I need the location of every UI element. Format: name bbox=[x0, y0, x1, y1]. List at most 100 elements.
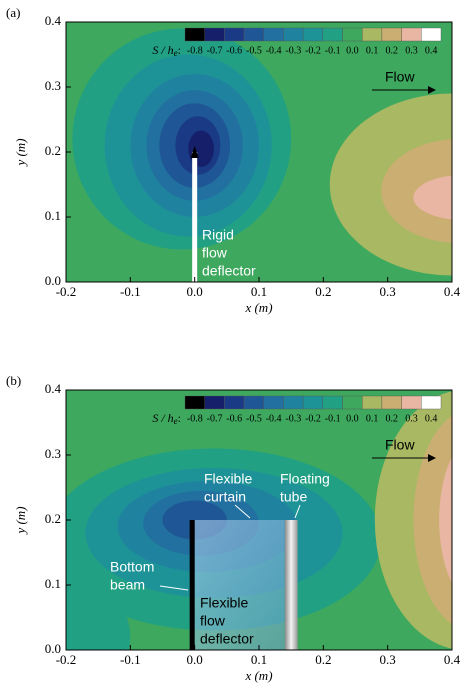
y-tick-label: 0.0 bbox=[45, 273, 61, 288]
colorbar-swatch bbox=[204, 395, 225, 410]
colorbar-label: 0.4 bbox=[425, 413, 438, 424]
y-axis-title: y (m) bbox=[13, 138, 28, 167]
leader bbox=[234, 504, 251, 519]
colorbar-label: 0.0 bbox=[346, 45, 359, 56]
colorbar-swatch bbox=[322, 395, 343, 410]
colorbar-label: -0.1 bbox=[325, 413, 341, 424]
x-tick-label: 0.1 bbox=[251, 652, 267, 667]
y-tick-label: 0.3 bbox=[45, 446, 61, 461]
x-tick-label: 0.3 bbox=[380, 652, 396, 667]
x-tick-label: 0.0 bbox=[187, 652, 203, 667]
x-tick-label: -0.2 bbox=[56, 652, 77, 667]
colorbar-label: -0.3 bbox=[285, 45, 301, 56]
annotation: Floating bbox=[280, 471, 330, 487]
colorbar-label: -0.5 bbox=[246, 45, 262, 56]
colorbar-label: -0.6 bbox=[226, 45, 242, 56]
colorbar-label: -0.6 bbox=[226, 413, 242, 424]
annotation: tube bbox=[280, 489, 307, 505]
colorbar-swatch bbox=[184, 395, 205, 410]
colorbar-swatch bbox=[283, 395, 304, 410]
x-tick-label: 0.3 bbox=[380, 284, 396, 299]
rigid-deflector bbox=[192, 152, 198, 282]
colorbar-title-suffix: : bbox=[178, 411, 181, 425]
colorbar-label: 0.4 bbox=[425, 45, 438, 56]
y-tick-label: 0.0 bbox=[45, 641, 61, 656]
colorbar-swatch bbox=[302, 395, 324, 410]
flexible-curtain bbox=[194, 520, 285, 650]
colorbar-label: -0.4 bbox=[266, 45, 282, 56]
colorbar-label: 0.1 bbox=[366, 413, 379, 424]
floating-tube bbox=[284, 520, 298, 650]
colorbar-swatch bbox=[302, 27, 324, 42]
colorbar-label: -0.1 bbox=[325, 45, 341, 56]
y-tick-label: 0.2 bbox=[45, 143, 61, 158]
contour-band bbox=[188, 130, 214, 167]
y-tick-label: 0.1 bbox=[45, 208, 61, 223]
colorbar-swatch bbox=[381, 27, 402, 42]
colorbar-title-sub: e bbox=[174, 48, 178, 58]
colorbar-label: -0.3 bbox=[285, 413, 301, 424]
colorbar: -0.8 -0.7 -0.6 -0.5 -0.4 -0.3 -0.2 -0.1 0.0 0.1 0.… bbox=[152, 27, 442, 58]
colorbar-label: 0.3 bbox=[405, 413, 418, 424]
panel-label: (b) bbox=[6, 373, 21, 388]
x-tick-label: 0.4 bbox=[444, 284, 461, 299]
x-tick-label: 0.4 bbox=[444, 652, 461, 667]
colorbar-label: -0.2 bbox=[305, 45, 321, 56]
colorbar-swatch bbox=[243, 395, 264, 410]
colorbar-swatch bbox=[421, 395, 442, 410]
x-tick-label: -0.1 bbox=[120, 284, 141, 299]
annotation: curtain bbox=[204, 489, 246, 505]
deflector-tip bbox=[190, 146, 199, 158]
flow-arrowhead bbox=[428, 454, 436, 462]
colorbar-swatch bbox=[362, 395, 383, 410]
colorbar-title-main: S / h bbox=[152, 43, 173, 57]
y-tick-label: 0.4 bbox=[45, 381, 62, 396]
colorbar-label: 0.2 bbox=[386, 45, 399, 56]
colorbar-swatch bbox=[342, 27, 363, 42]
colorbar-label: -0.8 bbox=[187, 45, 203, 56]
colorbar-title-sub: e bbox=[174, 416, 178, 426]
x-axis-title: x (m) bbox=[244, 300, 272, 315]
annotation: Flexible bbox=[200, 595, 248, 611]
colorbar-label: 0.0 bbox=[346, 413, 359, 424]
contour-band bbox=[413, 175, 452, 220]
colorbar-swatch bbox=[362, 27, 383, 42]
x-tick-label: 0.2 bbox=[315, 652, 331, 667]
panel-label: (a) bbox=[6, 5, 20, 20]
x-tick-label: 0.2 bbox=[315, 284, 331, 299]
colorbar-swatch bbox=[184, 27, 205, 42]
annotation: beam bbox=[110, 577, 145, 593]
leader bbox=[294, 504, 301, 519]
colorbar-title-suffix: : bbox=[178, 43, 181, 57]
colorbar-label: -0.4 bbox=[266, 413, 282, 424]
colorbar-label: -0.5 bbox=[246, 413, 262, 424]
contour-band bbox=[413, 415, 452, 625]
flow-arrowhead bbox=[428, 86, 436, 94]
y-tick-label: 0.2 bbox=[45, 511, 61, 526]
plot-area bbox=[66, 22, 452, 282]
colorbar-label: -0.7 bbox=[207, 45, 223, 56]
contour-band bbox=[465, 455, 474, 585]
annotation: Rigid bbox=[202, 227, 234, 243]
x-tick-label: -0.2 bbox=[56, 284, 77, 299]
annotation: flow bbox=[200, 613, 226, 629]
colorbar-label: -0.7 bbox=[207, 413, 223, 424]
flow-label: Flow bbox=[385, 69, 415, 85]
annotation: deflector bbox=[202, 263, 256, 279]
x-tick-label: 0.1 bbox=[251, 284, 267, 299]
annotation: Bottom bbox=[110, 559, 154, 575]
flow-label: Flow bbox=[385, 437, 415, 453]
colorbar-swatch bbox=[421, 27, 442, 42]
colorbar-swatch bbox=[401, 395, 422, 410]
y-axis-title: y (m) bbox=[13, 506, 28, 535]
colorbar-swatch bbox=[224, 395, 245, 410]
leader bbox=[159, 585, 189, 591]
annotation: flow bbox=[202, 245, 228, 261]
colorbar-swatch bbox=[224, 27, 245, 42]
colorbar: -0.8 -0.7 -0.6 -0.5 -0.4 -0.3 -0.2 -0.1 0.0 0.1 0.… bbox=[152, 395, 442, 426]
colorbar-label: 0.3 bbox=[405, 45, 418, 56]
y-tick-label: 0.3 bbox=[45, 78, 61, 93]
colorbar-swatch bbox=[401, 27, 422, 42]
x-tick-label: -0.1 bbox=[120, 652, 141, 667]
